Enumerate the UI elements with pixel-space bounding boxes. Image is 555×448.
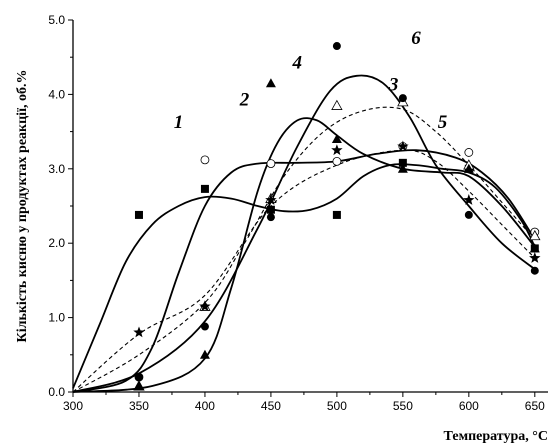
series-3-point (529, 229, 541, 241)
series-2-curve (72, 149, 536, 393)
y-tick-label: 3.0 (48, 162, 65, 176)
series-4-point (265, 78, 276, 88)
series-1-point (134, 210, 143, 219)
series-4-point (133, 381, 144, 391)
series-6-point (266, 213, 275, 222)
series-1-point (398, 158, 407, 167)
series-1-point (332, 210, 341, 219)
curve-labels: 1 2 3 4 5 6 (174, 28, 448, 133)
series-4-point (463, 163, 474, 173)
y-tick-label: 2.0 (48, 236, 65, 250)
series-5-point (529, 252, 541, 263)
x-tick-label: 650 (525, 399, 545, 413)
series-4-point (199, 349, 210, 359)
x-tick-label: 450 (261, 399, 281, 413)
series-5-point (397, 140, 409, 152)
x-tick-label: 400 (195, 399, 215, 413)
curve-label-1: 1 (174, 112, 184, 133)
curve-label-6: 6 (411, 28, 421, 49)
x-axis-title: Температура, °С (444, 429, 548, 444)
series-6-curve (72, 74, 536, 393)
series-2-point (266, 159, 276, 168)
y-tick-label: 1.0 (48, 311, 65, 325)
x-tick-label: 300 (63, 399, 83, 413)
axes: 300 350 400 450 500 550 600 650 0.0 1.0 2.0 3.0 4.0 5… (15, 13, 548, 444)
series-6-point (464, 210, 473, 219)
series-4-point (331, 134, 342, 144)
series-6-point (530, 266, 539, 275)
series-1-point (266, 205, 275, 214)
markers (133, 42, 541, 391)
curves (72, 74, 536, 393)
curve-label-5: 5 (438, 112, 448, 133)
curve-label-4: 4 (292, 52, 303, 73)
series-2-point (332, 156, 342, 166)
curve-label-2: 2 (239, 90, 250, 111)
series-2-point (464, 148, 474, 157)
series-5-point (199, 300, 211, 312)
y-tick-label: 5.0 (48, 13, 65, 27)
series-1-curve (72, 163, 536, 389)
series-5-curve (72, 149, 536, 393)
series-4-point (397, 163, 408, 173)
y-axis-title: Кількість кисню у продуктах реакції, об.… (15, 70, 30, 343)
y-tick-label: 0.0 (48, 385, 65, 399)
series-5-point (463, 194, 475, 205)
x-tick-label: 500 (327, 399, 347, 413)
y-tick-label: 4.0 (48, 87, 65, 101)
series-4-curve (72, 117, 536, 393)
curve-label-3: 3 (388, 75, 399, 96)
series-3-point (331, 99, 343, 110)
series-5-point (265, 194, 277, 205)
series-4-point (529, 243, 540, 253)
series-6-point (200, 322, 209, 331)
series-2-point (200, 155, 210, 165)
series-6-point (332, 42, 341, 51)
series-1-point (200, 184, 209, 193)
x-tick-label: 350 (129, 399, 149, 413)
series-6-point (134, 373, 143, 382)
x-tick-label: 600 (459, 399, 479, 413)
series-5-point (133, 326, 145, 338)
series-6-point (398, 94, 407, 103)
series-5-point (331, 144, 343, 156)
x-tick-label: 550 (393, 399, 413, 413)
